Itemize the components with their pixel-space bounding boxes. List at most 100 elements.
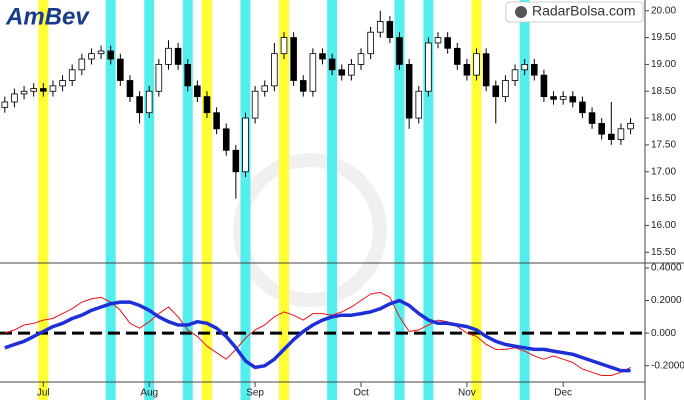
- y-tick-label: 17.50: [651, 140, 676, 151]
- candle-body: [107, 50, 114, 60]
- candle-body: [367, 31, 374, 55]
- y-tick-label: 0.4000: [651, 263, 682, 274]
- candle-body: [598, 123, 605, 135]
- candle-body: [88, 53, 95, 60]
- candle-body: [20, 90, 28, 95]
- signal-band: [38, 0, 49, 400]
- candle-body: [492, 85, 500, 98]
- y-tick-label: 17.00: [651, 166, 676, 177]
- candle-body: [194, 85, 201, 98]
- candle-body: [174, 47, 182, 65]
- candle-body: [126, 80, 134, 98]
- signal-band: [201, 0, 212, 400]
- candle-body: [1, 101, 9, 108]
- candle-body: [242, 117, 249, 173]
- candle-body: [550, 96, 557, 100]
- candle-body: [511, 69, 519, 81]
- oscillator-line: [4, 298, 631, 373]
- candle-body: [357, 53, 365, 65]
- candle-body: [608, 133, 615, 140]
- candle-body: [222, 128, 230, 151]
- oscillator-line: [4, 291, 631, 376]
- candle-body: [521, 64, 528, 71]
- signal-band: [471, 0, 482, 400]
- candle-body: [97, 50, 105, 55]
- signal-band: [278, 0, 289, 400]
- candle-body: [425, 42, 432, 92]
- candle-body: [155, 64, 163, 92]
- candle-body: [502, 80, 509, 98]
- candle-body: [386, 21, 394, 38]
- candle-body: [78, 58, 86, 71]
- candle-body: [40, 88, 47, 92]
- x-tick-label: Sep: [246, 388, 264, 399]
- candle-body: [309, 53, 317, 92]
- candle-body: [463, 64, 471, 76]
- signal-band: [519, 0, 530, 400]
- candle-body: [434, 37, 442, 44]
- y-tick-label: 19.50: [651, 32, 676, 43]
- candle-body: [299, 80, 307, 92]
- candle-body: [376, 21, 384, 33]
- signal-band: [182, 0, 193, 400]
- candle-body: [319, 53, 326, 60]
- y-tick-label: 0.000: [651, 328, 676, 339]
- candle-body: [280, 37, 288, 55]
- marks: [0, 0, 645, 400]
- signal-band: [394, 0, 405, 400]
- candle-body: [482, 53, 490, 87]
- candle-body: [213, 112, 220, 130]
- candle-body: [30, 88, 37, 92]
- candle-body: [271, 53, 278, 87]
- y-tick-label: 16.00: [651, 220, 676, 231]
- candle-body: [261, 85, 269, 92]
- y-tick-label: 20.00: [651, 5, 676, 16]
- x-tick-label: Oct: [353, 388, 369, 399]
- source-label: RadarBolsa.com: [532, 3, 636, 19]
- source-icon: [515, 6, 527, 18]
- candle-body: [203, 96, 211, 114]
- logo: AmBev: [5, 3, 90, 30]
- y-tick-label: 18.00: [651, 113, 676, 124]
- candle-body: [184, 64, 192, 87]
- y-tick-label: 0.2000: [651, 295, 682, 306]
- candle-body: [588, 112, 596, 124]
- candle-body: [627, 123, 634, 130]
- candle-body: [49, 85, 57, 92]
- candle-body: [232, 149, 240, 173]
- candle-body: [328, 58, 336, 71]
- candle-body: [405, 64, 413, 119]
- candle-body: [338, 69, 346, 76]
- y-tick-label: 16.50: [651, 193, 676, 204]
- candle-body: [396, 37, 403, 65]
- signal-band: [240, 0, 251, 400]
- y-tick-label: 18.50: [651, 86, 676, 97]
- candle-body: [415, 90, 423, 119]
- candle-body: [59, 80, 66, 87]
- candle-body: [68, 69, 76, 81]
- x-tick-label: Nov: [458, 388, 476, 399]
- y-tick-label: 15.50: [651, 247, 676, 258]
- candle-body: [617, 128, 625, 140]
- candle-body: [117, 58, 124, 81]
- candle-body: [290, 37, 297, 81]
- candle-body: [165, 47, 172, 65]
- candle-body: [453, 47, 461, 65]
- signal-band: [105, 0, 116, 400]
- signal-band: [423, 0, 434, 400]
- candle-body: [136, 96, 143, 114]
- source-box: [505, 1, 644, 23]
- candle-body: [348, 64, 355, 76]
- candle-body: [473, 53, 480, 76]
- candle-body: [444, 37, 451, 49]
- watermark: [233, 153, 387, 307]
- candle-body: [531, 64, 538, 76]
- x-tick-label: Jul: [37, 388, 50, 399]
- candle-body: [145, 90, 153, 114]
- candle-body: [11, 93, 18, 103]
- candle-body: [559, 96, 567, 100]
- y-tick-label: -0.2000: [651, 360, 684, 371]
- x-tick-label: Aug: [140, 388, 158, 399]
